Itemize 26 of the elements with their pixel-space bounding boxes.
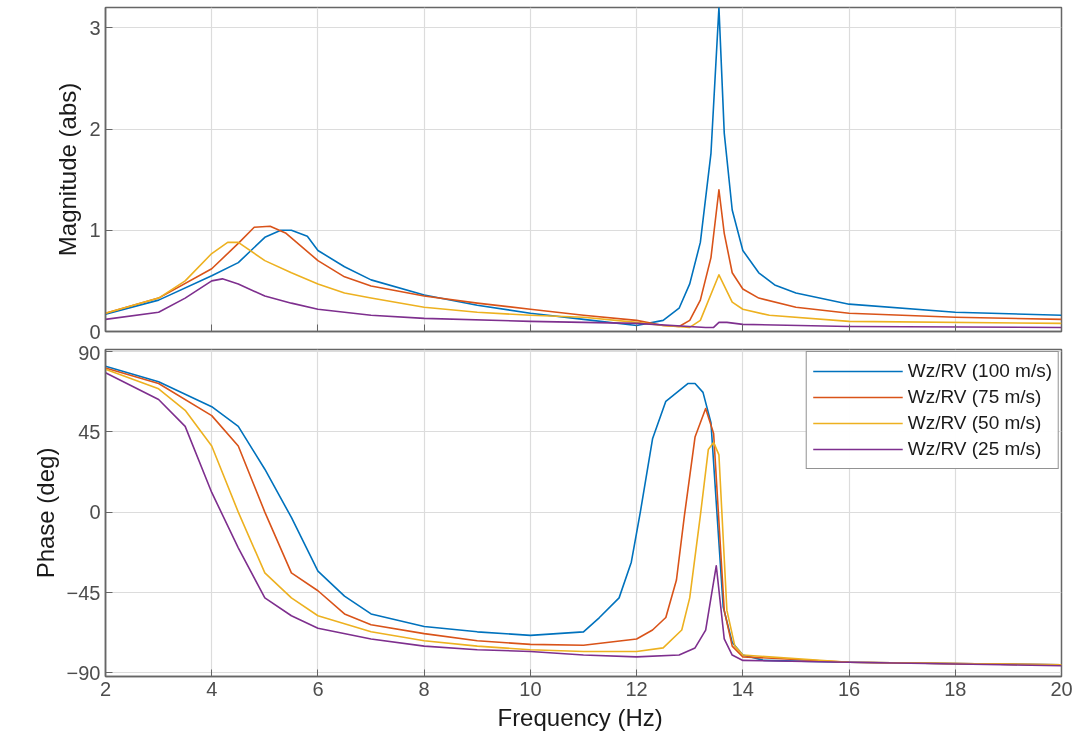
line-series [105, 7, 1062, 327]
x-tick-label: 16 [837, 677, 861, 700]
x-tick-label: 10 [519, 677, 542, 700]
legend-label: Wz/RV (100 m/s) [907, 359, 1052, 383]
legend-label: Wz/RV (50 m/s) [907, 411, 1042, 435]
y-tick-label: −90 [66, 661, 101, 684]
x-tick-label: 6 [312, 677, 324, 700]
x-tick-label: 12 [625, 677, 648, 700]
x-tick-label: 8 [418, 677, 430, 700]
y-tick-label: 45 [78, 420, 101, 443]
y-axis-title: Phase (deg) [31, 447, 59, 579]
x-axis-title: Frequency (Hz) [497, 703, 663, 731]
y-tick-label: 2 [89, 118, 101, 140]
y-tick-label: 0 [89, 320, 101, 343]
x-tick-label: 20 [1050, 677, 1073, 700]
y-tick-label: −45 [66, 581, 101, 604]
legend-label: Wz/RV (25 m/s) [907, 437, 1042, 461]
x-tick-label: 18 [944, 677, 967, 700]
y-tick-label: 90 [78, 341, 101, 364]
y-tick-label: 1 [89, 219, 101, 242]
y-tick-label: 0 [89, 501, 101, 524]
legend-label: Wz/RV (75 m/s) [907, 385, 1042, 409]
x-tick-label: 14 [731, 677, 754, 700]
x-tick-label: 4 [206, 677, 218, 700]
y-tick-label: 3 [89, 16, 101, 39]
y-axis-title: Magnitude (abs) [54, 82, 82, 257]
